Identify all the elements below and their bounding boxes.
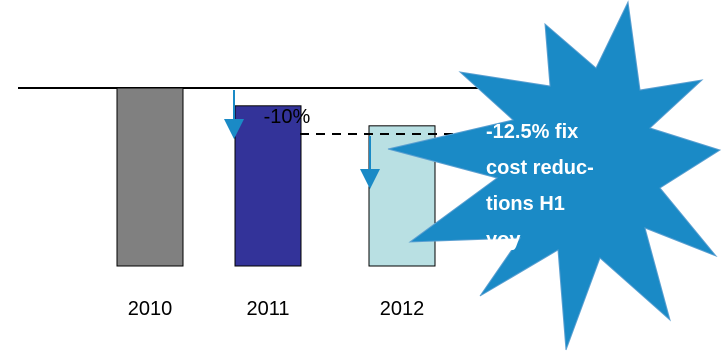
bars-group bbox=[116, 87, 436, 267]
callout-line-1: -12.5% fix bbox=[486, 121, 578, 143]
x-tick-2010: 2010 bbox=[128, 298, 173, 320]
x-tick-2011: 2011 bbox=[246, 298, 289, 320]
callout-starburst bbox=[387, 0, 722, 351]
x-tick-labels: 2010 2011 2012 bbox=[128, 298, 425, 320]
bar-2011 bbox=[234, 105, 302, 267]
bar-2010 bbox=[116, 87, 184, 267]
x-tick-2012: 2012 bbox=[380, 298, 425, 320]
data-label-2011: -10% bbox=[264, 106, 311, 128]
callout-line-2: cost reduc- bbox=[486, 157, 594, 179]
callout-line-4: yoy bbox=[486, 229, 521, 251]
callout-line-3: tions H1 bbox=[486, 193, 565, 215]
